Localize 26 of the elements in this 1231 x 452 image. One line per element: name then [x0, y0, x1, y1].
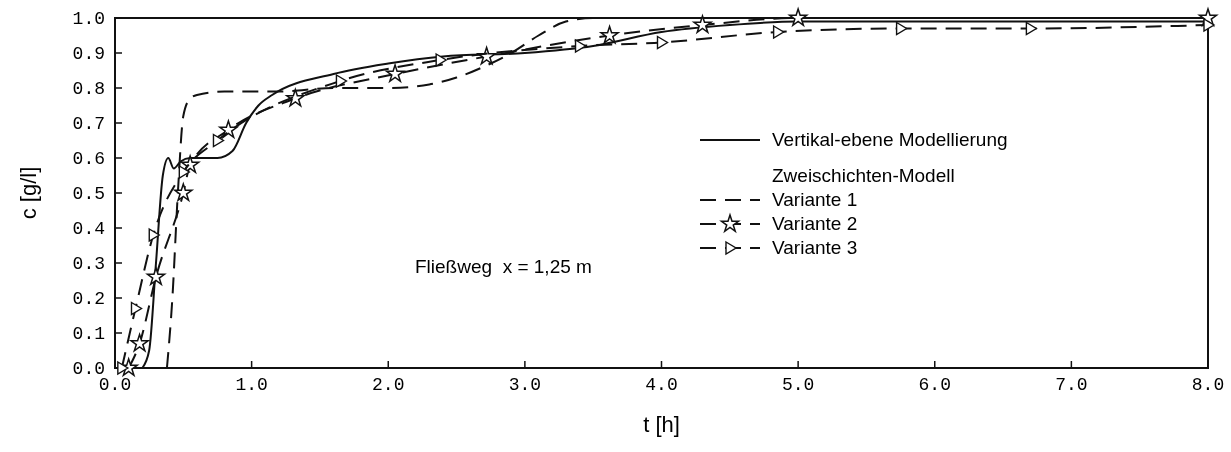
y-tick-label: 0.9	[72, 44, 105, 64]
legend-label: Variante 3	[772, 237, 858, 258]
x-tick-label: 1.0	[235, 375, 268, 395]
y-tick-label: 1.0	[72, 9, 105, 29]
y-tick-label: 0.6	[72, 149, 105, 169]
legend-label: Variante 1	[772, 189, 858, 210]
x-tick-label: 2.0	[372, 375, 405, 395]
y-tick-label: 0.5	[72, 184, 105, 204]
x-tick-label: 3.0	[508, 375, 542, 395]
legend-label: Variante 2	[772, 213, 858, 234]
y-tick-label: 0.1	[72, 324, 105, 344]
y-tick-label: 0.7	[72, 114, 105, 134]
legend-title: Zweischichten-Modell	[772, 165, 955, 186]
y-tick-label: 0.2	[72, 289, 105, 309]
y-tick-label: 0.4	[72, 219, 105, 239]
y-axis-title: c [g/l]	[16, 166, 41, 220]
y-tick-label: 0.8	[72, 79, 105, 99]
x-tick-label: 5.0	[781, 375, 815, 395]
x-tick-label: 6.0	[918, 375, 951, 395]
annotation: Fließweg x = 1,25 m	[415, 256, 592, 277]
legend-label: Vertikal-ebene Modellierung	[772, 129, 1008, 150]
x-axis-title: t [h]	[643, 412, 680, 437]
x-tick-label: 4.0	[645, 375, 678, 395]
x-tick-label: 8.0	[1191, 375, 1225, 395]
y-tick-label: 0.3	[72, 254, 105, 274]
x-tick-label: 7.0	[1055, 375, 1088, 395]
